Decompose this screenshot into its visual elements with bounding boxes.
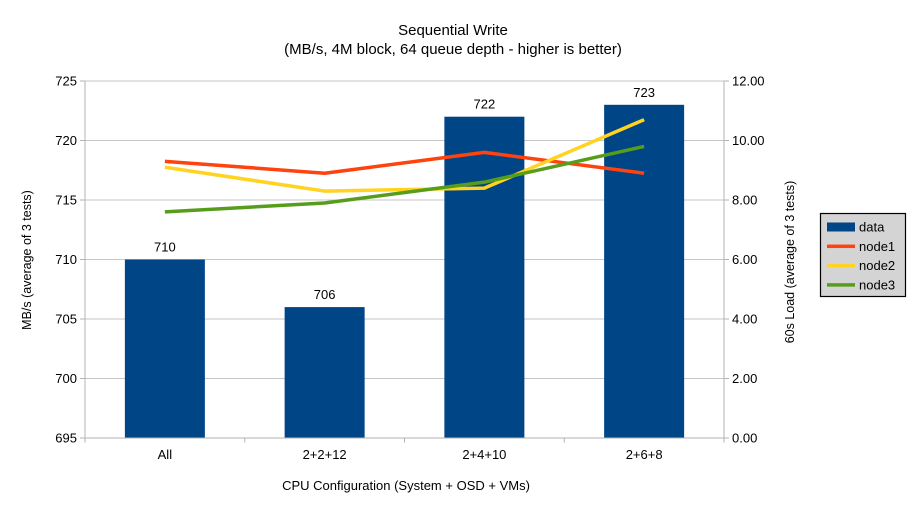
- chart-title: Sequential Write: [398, 22, 508, 39]
- legend-swatch-node2: [827, 263, 855, 268]
- category-label-2+2+12: 2+2+12: [303, 447, 347, 462]
- legend-label-node1: node1: [859, 239, 895, 254]
- left-axis-tick-label: 715: [55, 193, 77, 208]
- line-node3: [164, 144, 645, 214]
- legend-label-data: data: [859, 220, 885, 235]
- left-axis-tick-label: 705: [55, 312, 77, 327]
- axes-layer: [80, 80, 729, 443]
- bar-2+4+10: [444, 116, 525, 438]
- category-label-2+6+8: 2+6+8: [626, 447, 663, 462]
- right-axis-tick-label: 6.00: [732, 252, 757, 267]
- right-axis-tick-label: 8.00: [732, 193, 757, 208]
- right-axis-tick-label: 10.00: [732, 133, 765, 148]
- legend: data node1 node2 node3: [819, 212, 907, 298]
- legend-label-node2: node2: [859, 258, 895, 273]
- left-axis-tick-label: 695: [55, 431, 77, 446]
- bar-value-label-2+4+10: 722: [474, 97, 496, 112]
- left-axis-tick-label: 720: [55, 133, 77, 148]
- legend-swatch-data: [827, 222, 855, 232]
- left-axis-title: MB/s (average of 3 tests): [20, 190, 34, 330]
- bar-value-label-2+2+12: 706: [314, 287, 336, 302]
- legend-entry-node1: node1: [827, 239, 895, 254]
- tick-labels-layer: 710 706 722 723 695 700 705 710 715 720 725 0.00 2.0…: [55, 74, 764, 463]
- bars-layer: [124, 104, 685, 439]
- right-axis-tick-label: 2.00: [732, 371, 757, 386]
- x-axis-title: CPU Configuration (System + OSD + VMs): [282, 478, 530, 493]
- line-node2: [164, 118, 645, 193]
- right-axis-tick-label: 4.00: [732, 312, 757, 327]
- left-axis-tick-label: 725: [55, 74, 77, 89]
- bar-2+6+8: [604, 104, 685, 439]
- bar-2+2+12: [284, 307, 365, 438]
- bar-All: [124, 259, 205, 438]
- left-axis-tick-label: 700: [55, 371, 77, 386]
- right-axis-tick-label: 0.00: [732, 431, 757, 446]
- legend-entry-node3: node3: [827, 277, 895, 292]
- category-label-All: All: [158, 447, 173, 462]
- bar-value-label-2+6+8: 723: [633, 85, 655, 100]
- right-axis-title: 60s Load (average of 3 tests): [783, 181, 797, 344]
- legend-entry-node2: node2: [827, 258, 895, 273]
- category-label-2+4+10: 2+4+10: [462, 447, 506, 462]
- left-axis-tick-label: 710: [55, 252, 77, 267]
- lines-layer: [164, 118, 645, 214]
- bar-value-label-All: 710: [154, 240, 176, 255]
- right-axis-tick-label: 12.00: [732, 74, 765, 89]
- legend-entry-data: data: [827, 220, 885, 235]
- legend-swatch-node3: [827, 283, 855, 287]
- chart-subtitle: (MB/s, 4M block, 64 queue depth - higher…: [284, 41, 622, 58]
- legend-label-node3: node3: [859, 277, 895, 292]
- legend-swatch-node1: [827, 244, 855, 249]
